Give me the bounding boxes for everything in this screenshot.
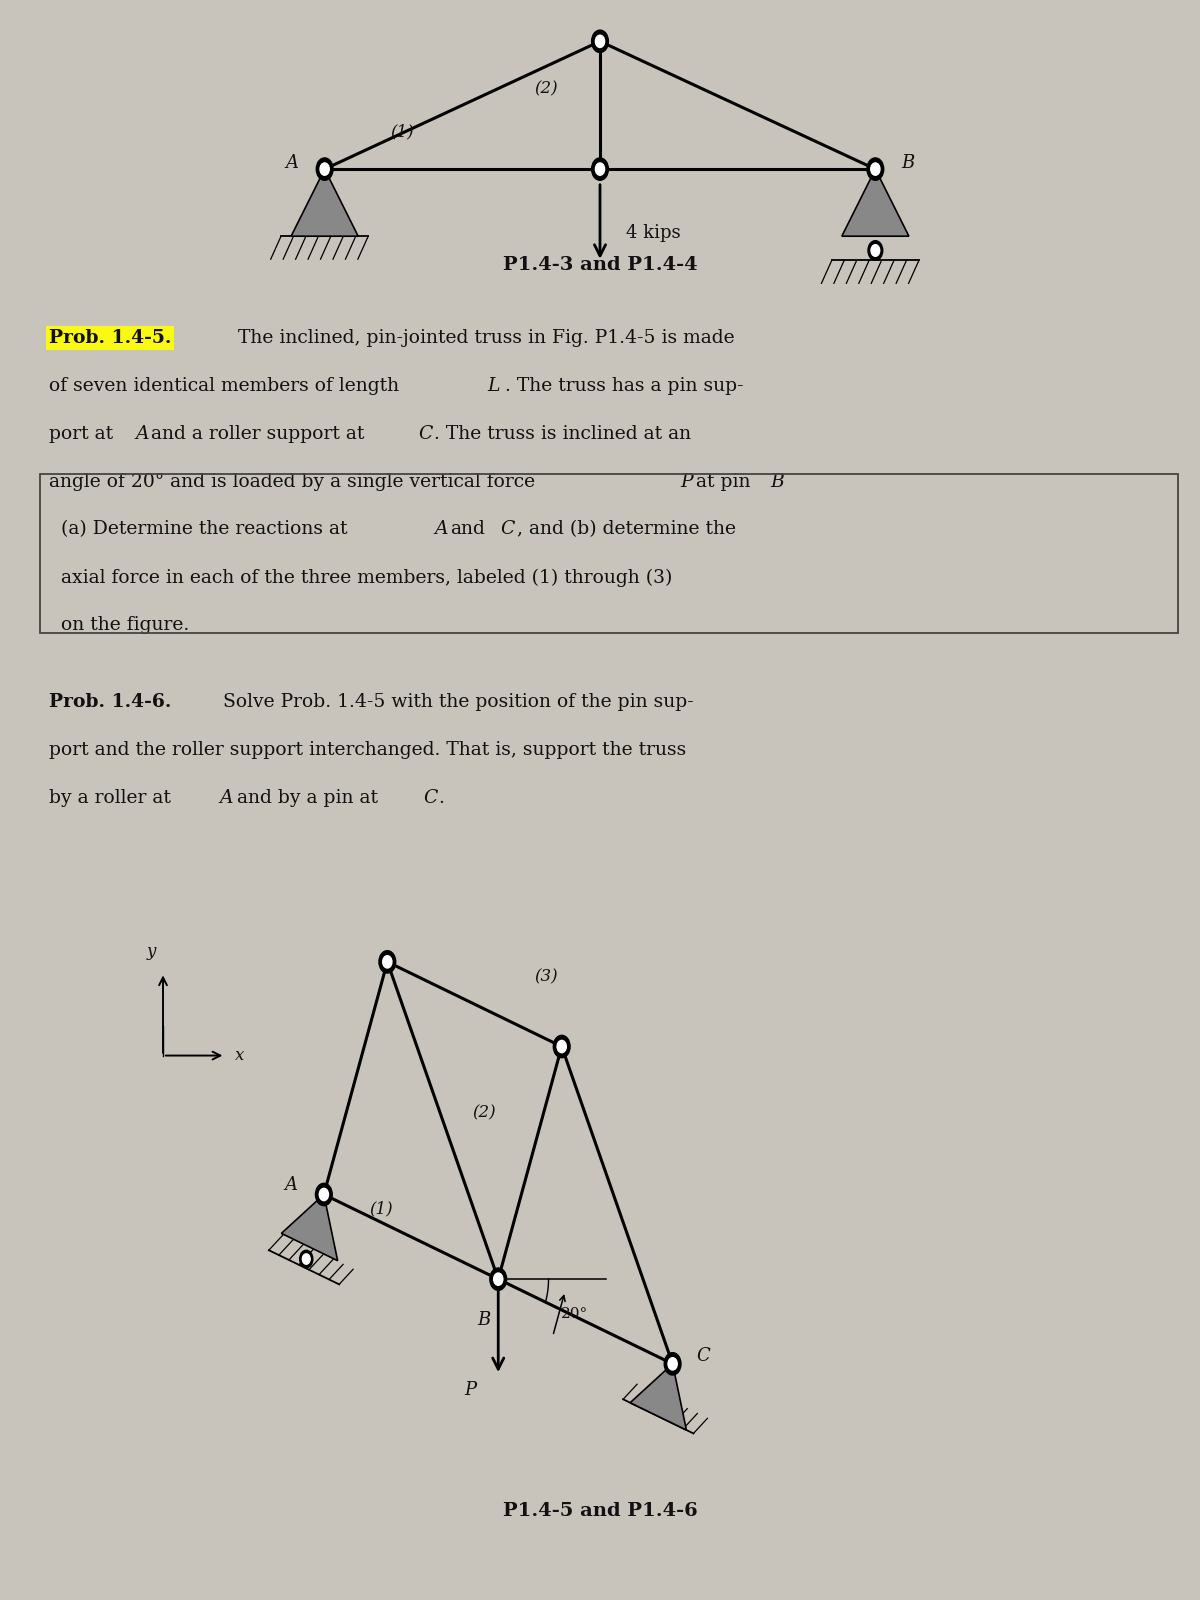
Text: by a roller at: by a roller at [49, 789, 172, 806]
Circle shape [383, 955, 392, 968]
Text: B: B [901, 154, 914, 171]
Text: x: x [235, 1046, 245, 1064]
Text: P: P [680, 472, 692, 491]
Polygon shape [292, 170, 358, 237]
Text: .: . [438, 789, 444, 806]
Circle shape [868, 240, 883, 261]
Circle shape [553, 1035, 570, 1058]
Text: P: P [464, 1381, 476, 1400]
Circle shape [490, 1267, 506, 1290]
Text: (2): (2) [534, 80, 558, 98]
Text: B: B [770, 472, 784, 491]
Text: port at: port at [49, 424, 114, 443]
Text: (1): (1) [391, 123, 414, 141]
Text: angle of 20° and is loaded by a single vertical force: angle of 20° and is loaded by a single v… [49, 472, 535, 491]
Circle shape [316, 1184, 332, 1206]
Polygon shape [842, 170, 908, 237]
Circle shape [592, 158, 608, 181]
Text: and: and [450, 520, 485, 539]
Text: C: C [422, 789, 437, 806]
Circle shape [493, 1274, 503, 1285]
Text: port and the roller support interchanged. That is, support the truss: port and the roller support interchanged… [49, 741, 686, 758]
Text: A: A [434, 520, 449, 539]
Text: C: C [500, 520, 515, 539]
Circle shape [317, 158, 334, 181]
Circle shape [866, 158, 883, 181]
Text: P1.4-3 and P1.4-4: P1.4-3 and P1.4-4 [503, 256, 697, 274]
Text: and a roller support at: and a roller support at [151, 424, 365, 443]
Text: axial force in each of the three members, labeled (1) through (3): axial force in each of the three members… [61, 568, 673, 587]
Text: Prob. 1.4-6.: Prob. 1.4-6. [49, 693, 172, 710]
Circle shape [320, 163, 329, 176]
Text: 20°: 20° [560, 1307, 588, 1322]
Text: The inclined, pin-jointed truss in Fig. P1.4-5 is made: The inclined, pin-jointed truss in Fig. … [239, 330, 736, 347]
Text: at pin: at pin [696, 472, 750, 491]
Text: P1.4-5 and P1.4-6: P1.4-5 and P1.4-6 [503, 1502, 697, 1520]
Text: A: A [220, 789, 233, 806]
Text: A: A [284, 1176, 298, 1194]
Text: (a) Determine the reactions at: (a) Determine the reactions at [61, 520, 348, 539]
Circle shape [595, 163, 605, 176]
Circle shape [592, 30, 608, 53]
Text: , and (b) determine the: , and (b) determine the [517, 520, 737, 539]
Text: of seven identical members of length: of seven identical members of length [49, 376, 400, 395]
Text: and by a pin at: and by a pin at [238, 789, 378, 806]
Circle shape [302, 1254, 310, 1264]
Text: C: C [418, 424, 432, 443]
Circle shape [300, 1250, 313, 1267]
Text: . The truss has a pin sup-: . The truss has a pin sup- [505, 376, 744, 395]
Circle shape [665, 1352, 680, 1374]
Text: . The truss is inclined at an: . The truss is inclined at an [433, 424, 691, 443]
Circle shape [379, 950, 396, 973]
Text: (1): (1) [370, 1200, 392, 1218]
Text: (2): (2) [473, 1104, 497, 1122]
Text: 4 kips: 4 kips [626, 224, 680, 242]
Circle shape [557, 1040, 566, 1053]
Text: Solve Prob. 1.4-5 with the position of the pin sup-: Solve Prob. 1.4-5 with the position of t… [223, 693, 694, 710]
Text: A: A [136, 424, 149, 443]
Text: L: L [487, 376, 500, 395]
Circle shape [319, 1189, 329, 1200]
Text: A: A [286, 154, 299, 171]
Polygon shape [282, 1195, 337, 1261]
Text: y: y [146, 942, 156, 960]
Text: C: C [696, 1347, 710, 1365]
Circle shape [871, 245, 880, 256]
Text: (3): (3) [534, 968, 558, 986]
Text: on the figure.: on the figure. [61, 616, 190, 634]
Circle shape [595, 35, 605, 48]
Circle shape [668, 1358, 677, 1370]
Text: Prob. 1.4-5.: Prob. 1.4-5. [49, 330, 172, 347]
Text: B: B [478, 1310, 491, 1330]
Polygon shape [630, 1363, 686, 1430]
Circle shape [871, 163, 880, 176]
